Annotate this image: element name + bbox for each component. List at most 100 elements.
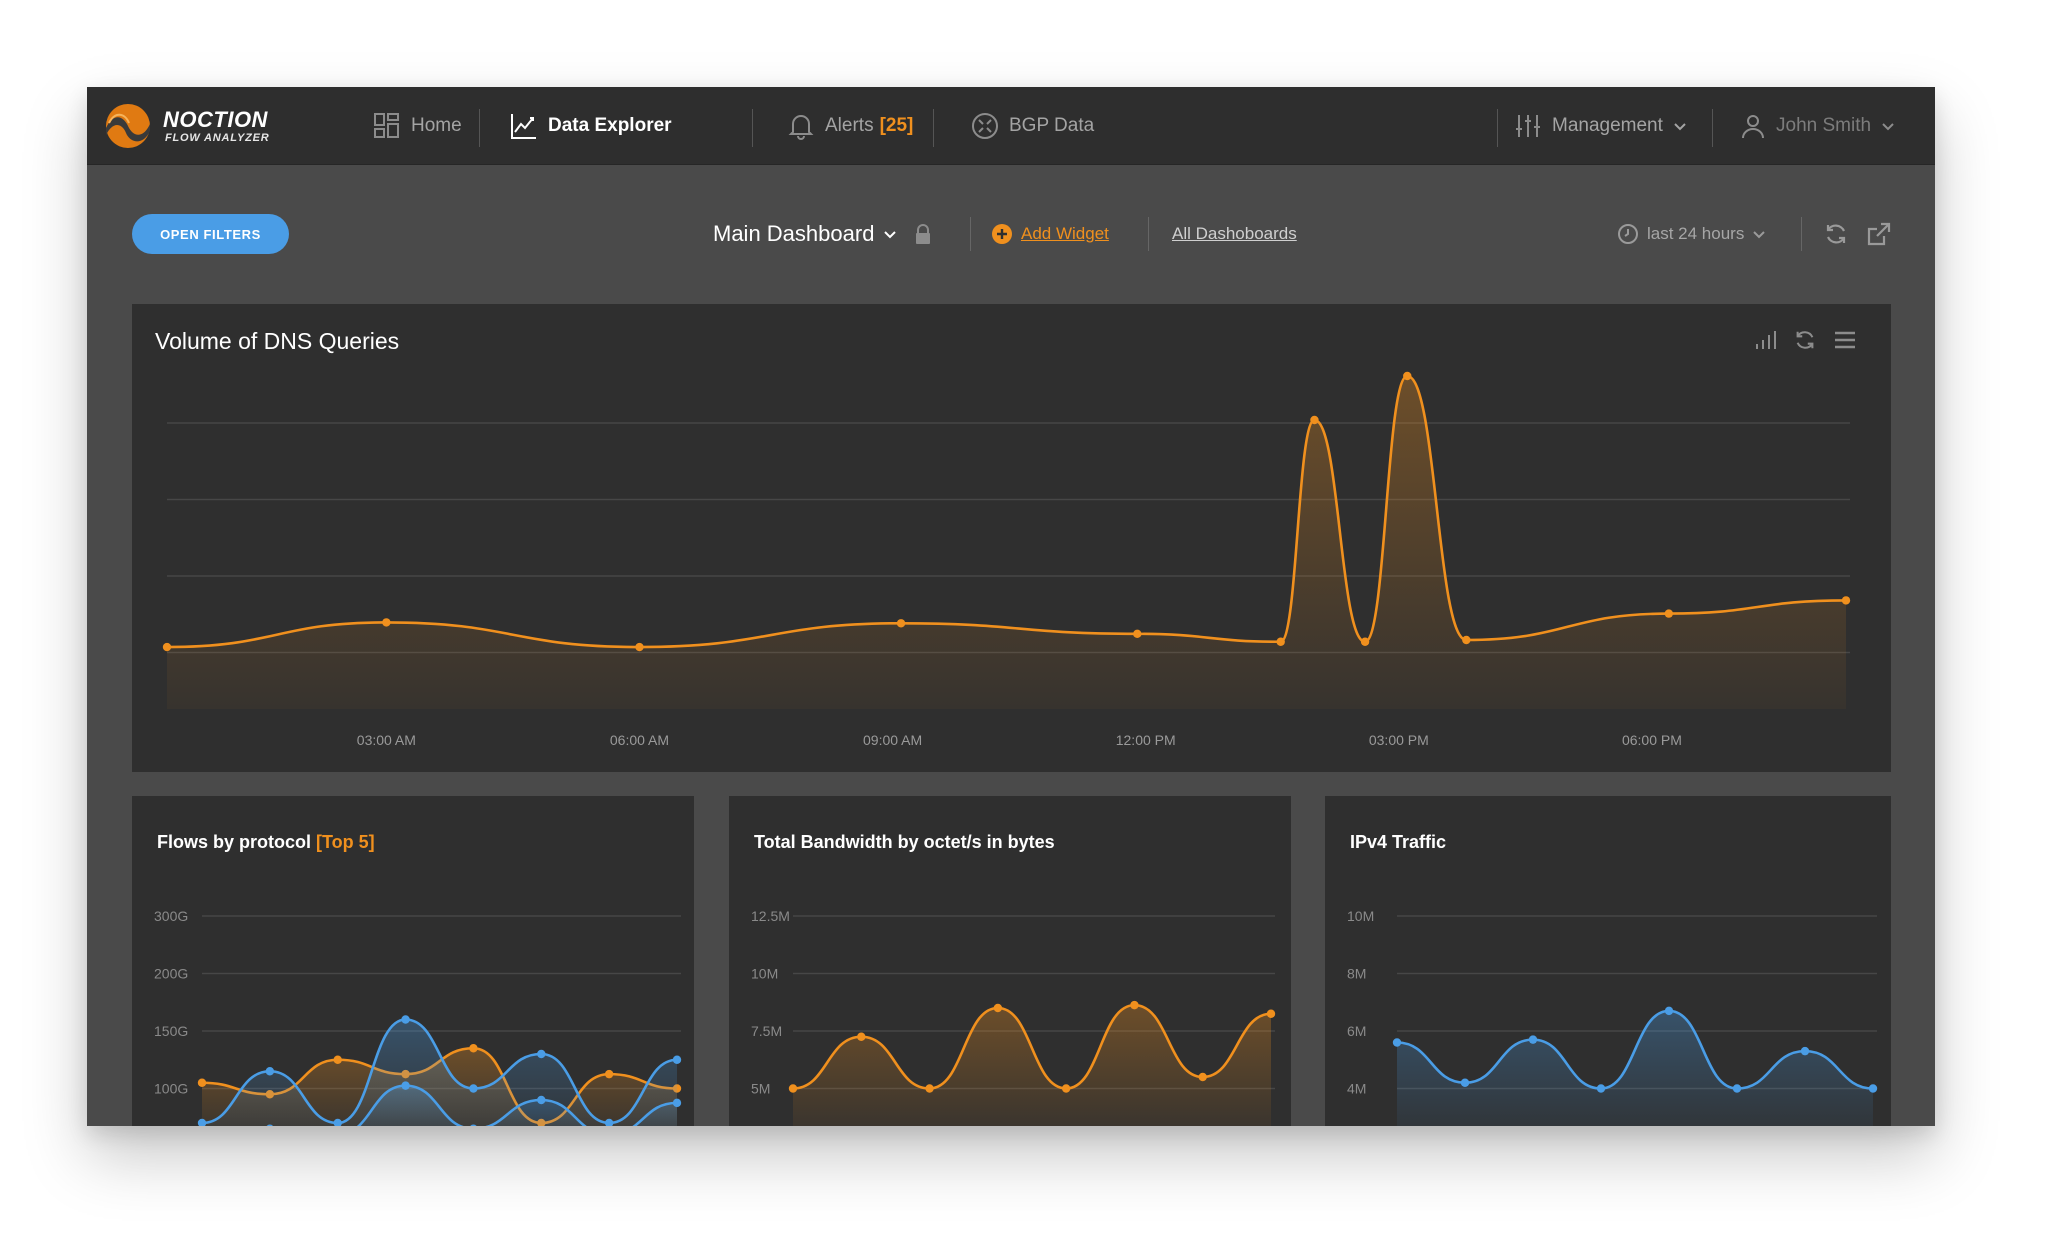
nav-user-menu[interactable]: John Smith xyxy=(1740,87,1895,165)
data-point xyxy=(857,1032,866,1041)
all-dashboards-link[interactable]: All Dashoboards xyxy=(1172,224,1297,243)
chevron-down-icon xyxy=(1753,231,1766,239)
widget-title-suffix: [Top 5] xyxy=(316,832,375,852)
nav-home-label: Home xyxy=(411,115,462,136)
data-point xyxy=(401,1015,410,1024)
data-point xyxy=(604,1118,614,1126)
add-widget-label: Add Widget xyxy=(1021,224,1109,243)
nav-alerts[interactable]: Alerts [25] xyxy=(787,87,913,165)
x-tick-label: 03:00 AM xyxy=(357,732,416,748)
y-tick-label: 7.5M xyxy=(751,1023,782,1039)
alerts-count-badge: [25] xyxy=(879,115,914,136)
nav-bgp-data[interactable]: BGP Data xyxy=(971,87,1094,165)
data-point xyxy=(333,1118,342,1126)
nav-divider xyxy=(933,109,934,147)
widget-title: Volume of DNS Queries xyxy=(155,328,400,354)
widget-title-text: Flows by protocol xyxy=(157,832,312,852)
bell-icon xyxy=(788,115,814,140)
data-point xyxy=(1276,637,1285,646)
bar-chart-icon[interactable] xyxy=(1753,328,1777,352)
data-point xyxy=(1596,1084,1606,1093)
data-point xyxy=(537,1095,546,1105)
open-filters-button[interactable]: OPEN FILTERS xyxy=(132,214,289,254)
time-range-label: last 24 hours xyxy=(1647,224,1745,243)
data-point xyxy=(672,1098,682,1108)
data-point xyxy=(382,618,391,627)
time-range-selector[interactable]: last 24 hours xyxy=(1617,217,1766,251)
data-point xyxy=(1310,415,1319,425)
dns-queries-chart: 03:00 AM 06:00 AM 09:00 AM 12:00 PM 03:00 PM… xyxy=(162,371,1851,748)
series-line xyxy=(1396,1009,1874,1090)
x-tick-label: 06:00 PM xyxy=(1622,732,1682,748)
data-point xyxy=(1266,1009,1276,1018)
data-point xyxy=(1360,637,1370,646)
dns-queries-widget: Volume of DNS Queries 03:00 AM 06:00 AM 09… xyxy=(132,304,1891,772)
series-area xyxy=(1397,1010,1873,1126)
data-point xyxy=(604,1069,614,1079)
y-tick-label: 150G xyxy=(154,1023,188,1039)
refresh-icon[interactable] xyxy=(1793,328,1817,352)
nav-data-explorer-label: Data Explorer xyxy=(548,115,672,136)
data-point xyxy=(672,1055,682,1064)
nav-divider xyxy=(1712,109,1713,147)
series-area xyxy=(167,376,1846,709)
y-tick-label: 5M xyxy=(751,1081,770,1097)
add-widget-link[interactable]: Add Widget xyxy=(991,217,1109,251)
y-tick-label: 12.5M xyxy=(751,908,790,924)
data-point xyxy=(635,642,644,652)
user-name: John Smith xyxy=(1776,115,1872,136)
total-bandwidth-chart: 12.5M 10M 7.5M 5M xyxy=(751,908,1276,1126)
nav-data-explorer[interactable]: Data Explorer xyxy=(510,87,672,165)
nav-management[interactable]: Management xyxy=(1514,87,1687,165)
y-tick-label: 300G xyxy=(154,908,188,924)
data-point xyxy=(1732,1084,1742,1093)
y-tick-label: 8M xyxy=(1347,966,1366,982)
widget-actions xyxy=(1753,328,1857,352)
data-point xyxy=(1198,1072,1207,1082)
data-point xyxy=(788,1084,798,1093)
nav-divider xyxy=(1497,109,1498,147)
y-tick-label: 200G xyxy=(154,966,188,982)
refresh-icon[interactable] xyxy=(1823,221,1849,247)
plus-circle-icon xyxy=(992,224,1012,244)
data-point xyxy=(1664,1006,1674,1016)
data-point xyxy=(1403,371,1412,381)
menu-icon[interactable] xyxy=(1833,328,1857,352)
noction-logo-icon xyxy=(106,104,150,148)
data-point xyxy=(469,1044,478,1053)
nav-alerts-label: Alerts xyxy=(825,115,874,136)
flows-by-protocol-widget: Flows by protocol [Top 5] 300G 200G 150G 10… xyxy=(132,796,694,1126)
dashboard-name: Main Dashboard xyxy=(713,221,875,246)
nav-home[interactable]: Home xyxy=(373,87,462,165)
ipv4-traffic-chart: 10M 8M 6M 4M xyxy=(1347,908,1878,1126)
lock-icon xyxy=(916,224,931,244)
data-point xyxy=(993,1003,1003,1013)
data-point xyxy=(925,1084,934,1093)
grid-icon xyxy=(374,113,399,138)
nav-divider xyxy=(752,109,753,147)
dashboard-selector[interactable]: Main Dashboard xyxy=(713,217,934,251)
x-tick-label: 06:00 AM xyxy=(610,732,669,748)
data-point xyxy=(469,1084,478,1093)
widget-title: Total Bandwidth by octet/s in bytes xyxy=(754,832,1055,852)
widget-title: Flows by protocol [Top 5] xyxy=(157,832,375,853)
data-point xyxy=(1528,1035,1538,1044)
toolbar-divider xyxy=(1148,217,1149,251)
brand-logo[interactable]: NOCTION FLOW ANALYZER xyxy=(103,99,303,153)
ipv4-traffic-widget: IPv4 Traffic 10M 8M 6M 4M xyxy=(1325,796,1891,1126)
data-point xyxy=(265,1067,275,1076)
external-link-icon[interactable] xyxy=(1866,221,1892,247)
widget-title: IPv4 Traffic xyxy=(1350,832,1447,852)
top-nav-bar: NOCTION FLOW ANALYZER Home Data Expl xyxy=(87,87,1935,165)
data-point xyxy=(537,1049,546,1059)
chevron-down-icon xyxy=(884,231,897,239)
user-icon xyxy=(1742,115,1764,139)
y-tick-label: 100G xyxy=(154,1081,188,1097)
nav-bgp-data-label: BGP Data xyxy=(1009,115,1095,136)
series-line xyxy=(166,374,1847,649)
nav-divider xyxy=(479,109,480,147)
data-point xyxy=(333,1055,342,1064)
x-tick-label: 12:00 PM xyxy=(1116,732,1176,748)
data-point xyxy=(1130,1000,1139,1010)
data-point xyxy=(1462,635,1471,645)
